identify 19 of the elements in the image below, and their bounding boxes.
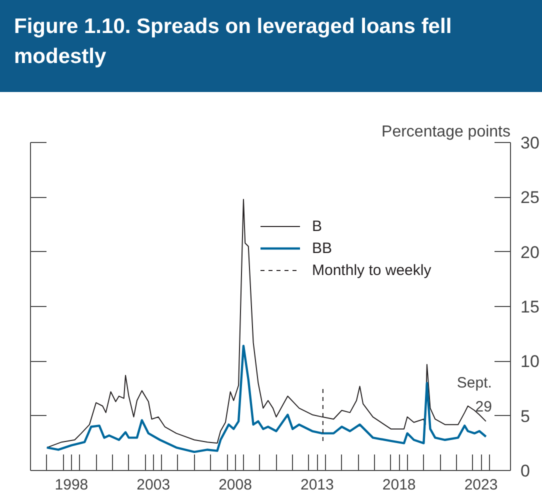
legend-label: Monthly to weekly bbox=[312, 262, 432, 278]
x-tick-label: 1998 bbox=[54, 476, 88, 494]
y-tick-label: 20 bbox=[520, 242, 540, 262]
legend-label: BB bbox=[312, 240, 332, 256]
x-tick-label: 2013 bbox=[300, 476, 334, 494]
y-tick-label: 10 bbox=[520, 352, 540, 372]
y-axis-title: Percentage points bbox=[382, 124, 511, 140]
y-tick-label: 25 bbox=[520, 188, 540, 208]
legend-label: B bbox=[312, 218, 324, 234]
x-tick-label: 2018 bbox=[382, 476, 416, 494]
y-tick-label: 5 bbox=[520, 406, 530, 426]
y-tick-label: 30 bbox=[520, 134, 540, 152]
x-tick-label: 2008 bbox=[218, 476, 252, 494]
y-tick-label: 0 bbox=[520, 462, 530, 480]
y-tick-label: 15 bbox=[520, 298, 540, 316]
x-tick-label: 2003 bbox=[136, 476, 170, 494]
x-tick-label: 2023 bbox=[464, 476, 498, 494]
chart-title: Figure 1.10. Spreads on leveraged loans fell modestly bbox=[14, 14, 453, 70]
annotation: Sept. 29 bbox=[456, 374, 492, 416]
